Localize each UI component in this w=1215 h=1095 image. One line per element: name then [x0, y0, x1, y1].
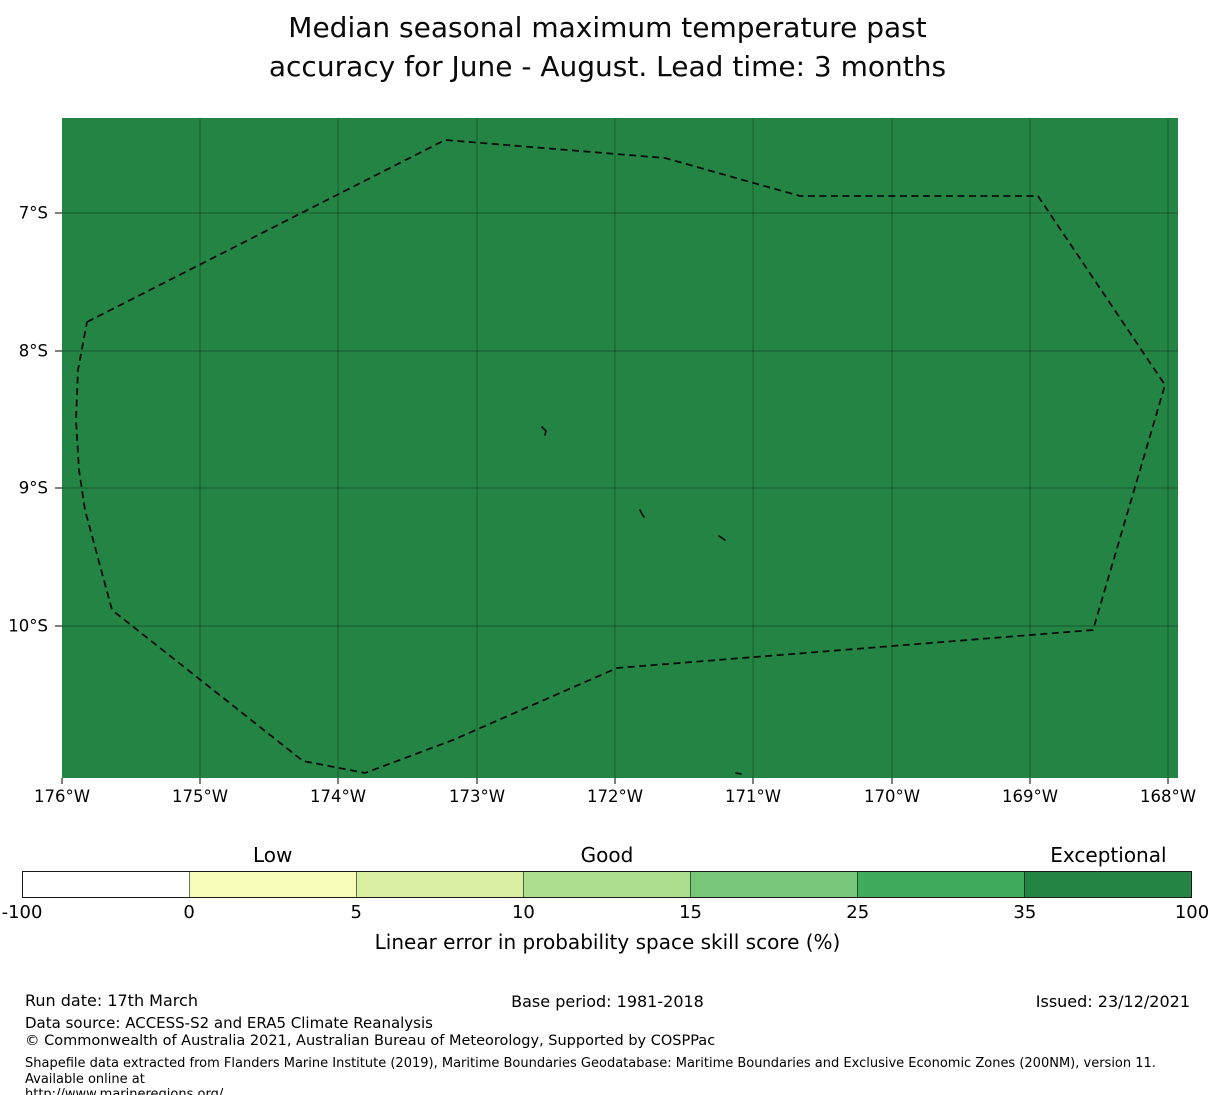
island-mark — [718, 535, 726, 541]
y-tick-label: 10°S — [8, 616, 48, 636]
x-tick-label: 169°W — [1001, 787, 1059, 806]
colorbar-tick-value: 10 — [511, 902, 535, 923]
issued-date-text: Issued: 23/12/2021 — [1035, 992, 1190, 1011]
x-tick-label: 174°W — [309, 787, 367, 806]
colorbar-zone-label: Good — [580, 843, 634, 867]
colorbar-tick-value: -100 — [1, 902, 43, 923]
x-tick-label: 175°W — [171, 787, 229, 806]
colorbar-tick-value: 5 — [350, 902, 363, 923]
island-mark — [735, 772, 742, 775]
x-tick-label: 171°W — [724, 787, 782, 806]
x-tick-label: 172°W — [586, 787, 644, 806]
colorbar-tick-value: 25 — [846, 902, 870, 923]
shapefile-note-text: Shapefile data extracted from Flanders M… — [25, 1056, 1156, 1095]
x-tick-label: 170°W — [863, 787, 921, 806]
colorbar-segment — [1024, 872, 1191, 897]
run-date-text: Run date: 17th March — [25, 991, 198, 1010]
colorbar-segment — [690, 872, 857, 897]
chart-title-line2: accuracy for June - August. Lead time: 3… — [268, 50, 947, 83]
y-tick-label: 9°S — [18, 478, 48, 498]
colorbar-segment — [23, 872, 189, 897]
x-tick-label: 168°W — [1139, 787, 1197, 806]
copyright-text: © Commonwealth of Australia 2021, Austra… — [25, 1033, 716, 1049]
x-tick-label: 176°W — [33, 787, 91, 806]
colorbar-tick-value: 35 — [1013, 902, 1037, 923]
colorbar-tick-value: 100 — [1174, 902, 1210, 923]
colorbar-zone-label: Low — [253, 843, 293, 867]
eez-fill-region — [62, 118, 1178, 778]
colorbar-segment — [857, 872, 1024, 897]
colorbar-axis-label: Linear error in probability space skill … — [374, 930, 841, 954]
colorbar-segment — [356, 872, 523, 897]
island-mark — [639, 509, 645, 518]
x-tick-label: 173°W — [448, 787, 506, 806]
colorbar-tick-value: 0 — [183, 902, 195, 923]
island-mark — [541, 426, 547, 436]
map-canvas — [55, 118, 1178, 784]
colorbar-segment — [523, 872, 690, 897]
colorbar-tick-value: 15 — [679, 902, 703, 923]
chart-title: Median seasonal maximum temperature past… — [0, 8, 1215, 86]
colorbar-zone-label: Exceptional — [1050, 843, 1167, 867]
data-source-text: Data source: ACCESS-S2 and ERA5 Climate … — [25, 1014, 433, 1032]
base-period-text: Base period: 1981-2018 — [511, 992, 704, 1011]
colorbar-segment — [189, 872, 356, 897]
y-tick-label: 7°S — [18, 203, 48, 223]
chart-title-line1: Median seasonal maximum temperature past — [288, 11, 927, 44]
colorbar — [22, 871, 1192, 898]
y-tick-label: 8°S — [18, 341, 48, 361]
eez-dashed-boundary — [75, 139, 1166, 774]
